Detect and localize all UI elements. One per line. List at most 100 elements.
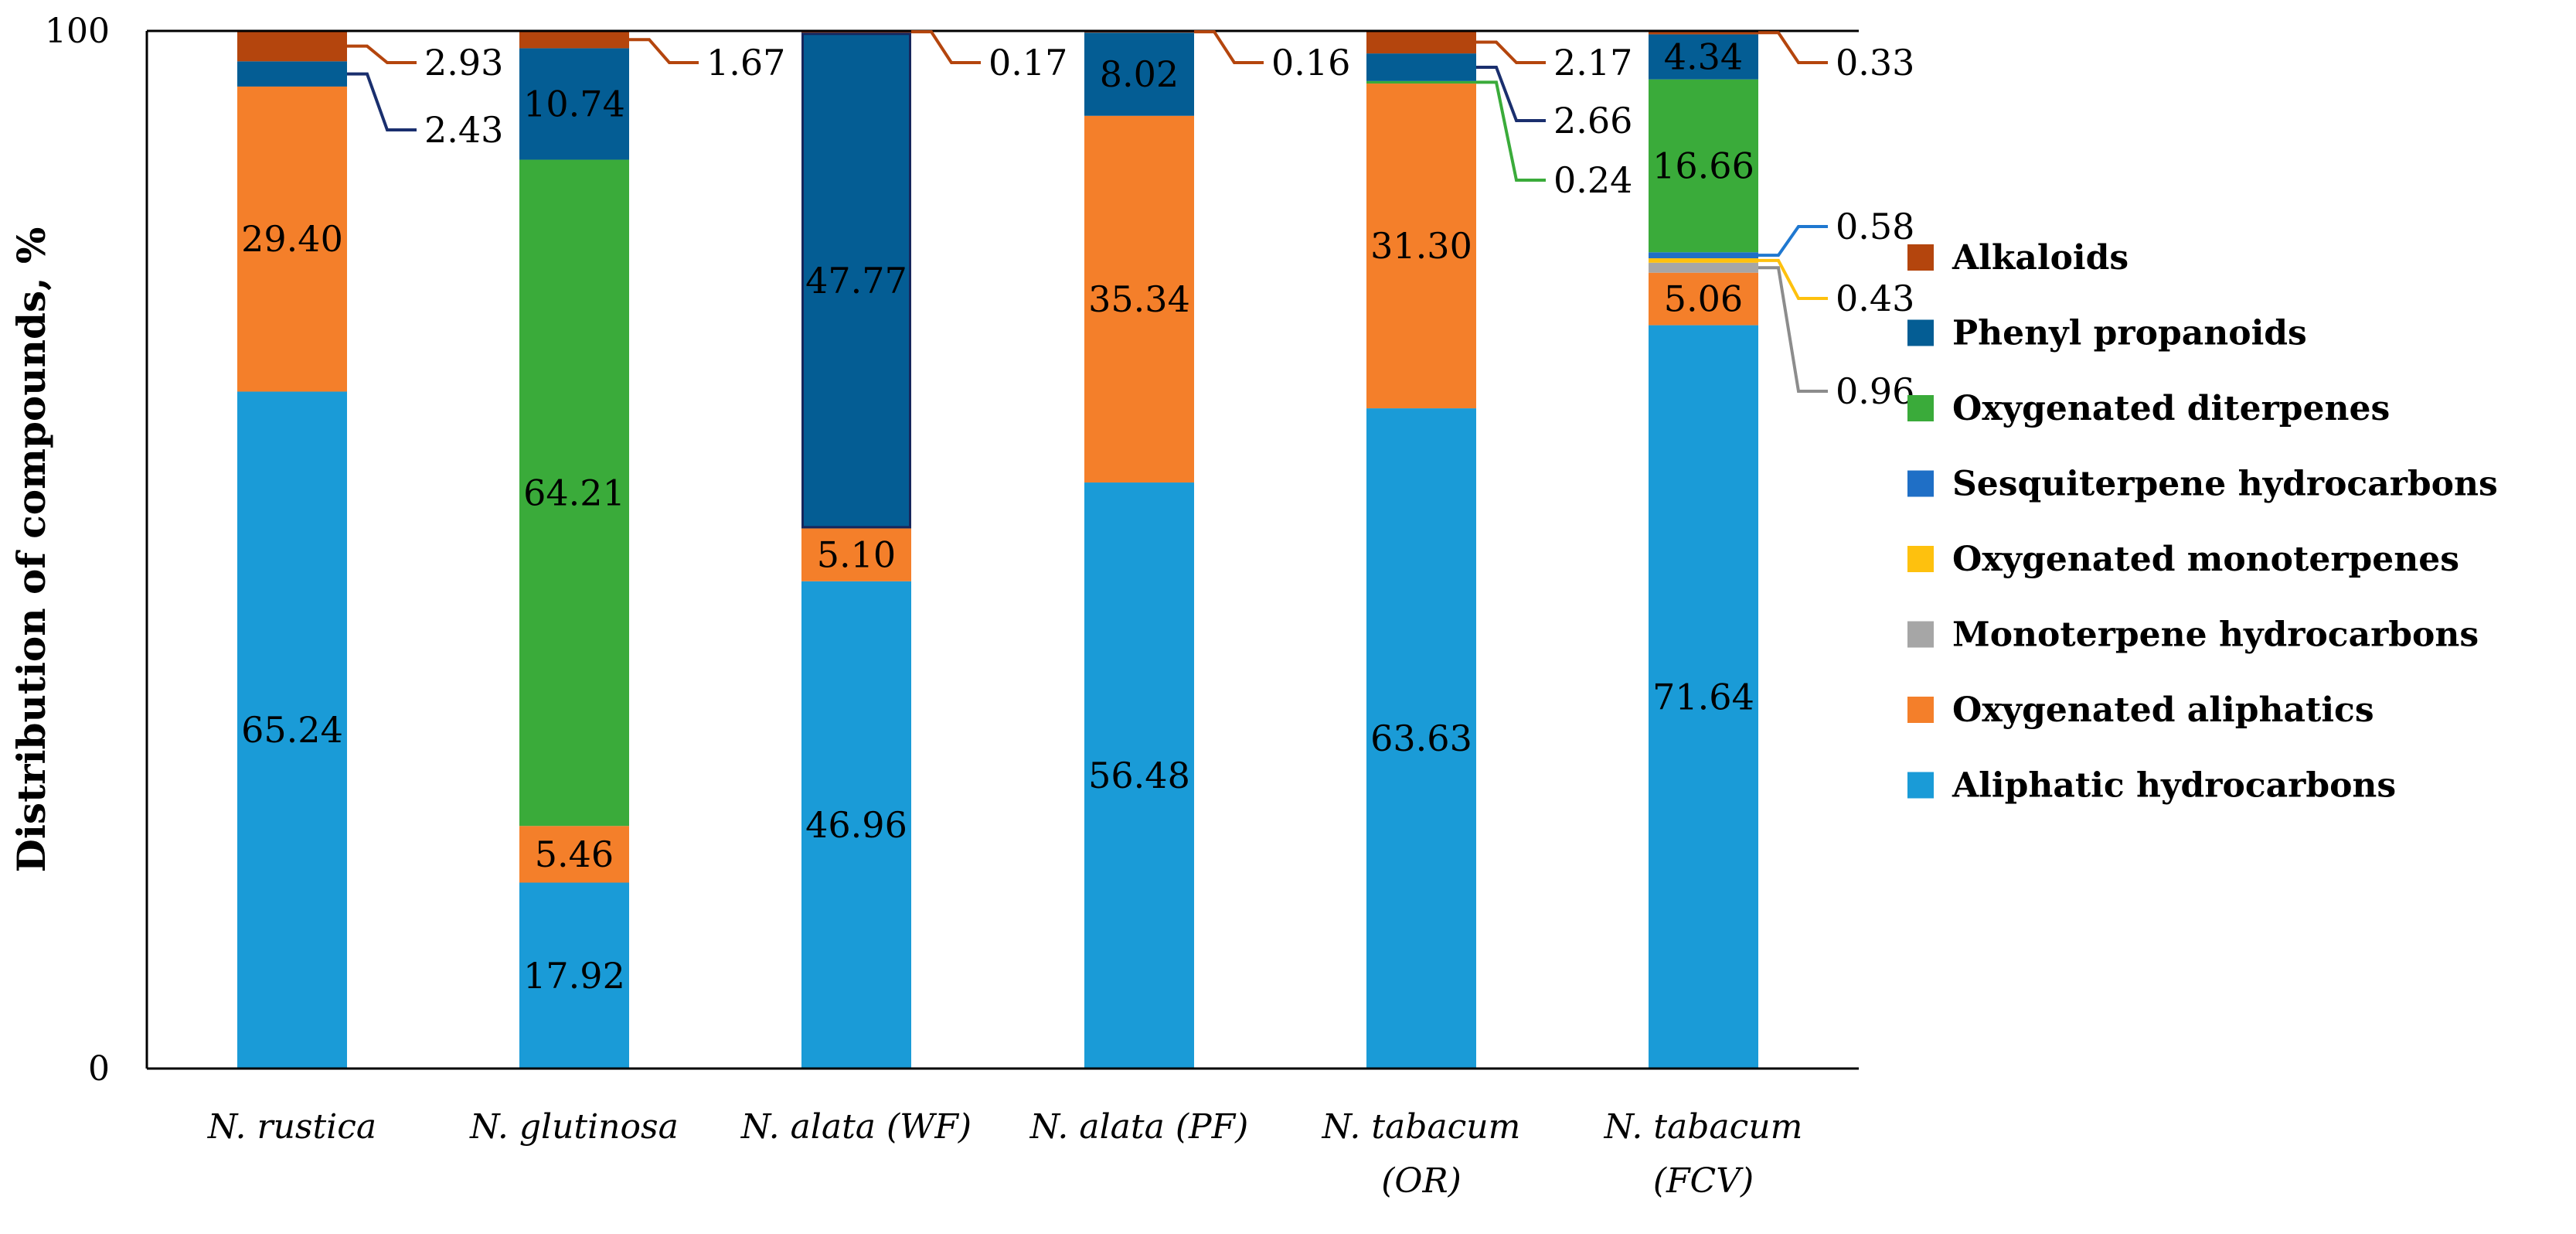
callout-label-phenyl-propanoids-5: 2.66 [1553,100,1632,141]
data-label-oxygenated-aliphatics-2: 5.46 [535,833,614,875]
x-category-label-2: N. glutinosa [469,1107,679,1147]
legend-label-monoterpene-hydrocarbons: Monoterpene hydrocarbons [1952,615,2479,655]
legend-swatch-sesquiterpene-hydrocarbons [1907,470,1934,497]
callout-label-monoterpene-hydrocarbons-6: 0.96 [1836,370,1914,412]
legend-label-oxygenated-aliphatics: Oxygenated aliphatics [1952,690,2374,730]
data-label-aliphatic-hydrocarbons-5: 63.63 [1370,718,1472,759]
bar-segment-oxygenated-diterpenes-6 [1649,79,1758,253]
bar-segment-monoterpene-hydrocarbons-6 [1649,262,1758,273]
callout-label-alkaloids-2: 1.67 [706,42,785,84]
callout-line-oxygenated-monoterpenes-6 [1758,258,1828,300]
legend-label-phenyl-propanoids: Phenyl propanoids [1952,314,2307,353]
bar-segment-phenyl-propanoids-4 [1084,32,1194,116]
legend-label-oxygenated-diterpenes: Oxygenated diterpenes [1952,389,2390,428]
bar-segment-oxygenated-diterpenes-2 [519,159,629,827]
bar-segment-oxygenated-diterpenes-5 [1366,80,1476,84]
data-label-aliphatic-hydrocarbons-3: 46.96 [805,804,907,846]
callout-line-sesquiterpene-hydrocarbons-6 [1758,225,1828,257]
callout-line-oxygenated-diterpenes-5 [1476,80,1546,182]
callout-line-phenyl-propanoids-5 [1476,65,1546,122]
legend-swatch-oxygenated-diterpenes [1907,395,1934,421]
legend-swatch-monoterpene-hydrocarbons [1907,621,1934,648]
data-label-oxygenated-aliphatics-5: 31.30 [1370,225,1472,267]
legend-swatch-alkaloids [1907,244,1934,271]
data-label-aliphatic-hydrocarbons-4: 56.48 [1088,755,1190,796]
data-label-phenyl-propanoids-3: 47.77 [805,260,907,302]
callout-line-alkaloids-6 [1758,31,1828,64]
segment-labels-layer: 65.24 29.40 17.92 5.46 64.21 10.74 46.96 5.10 47… [241,36,1754,997]
bar-segment-oxygenated-aliphatics-1 [237,86,347,392]
legend-label-oxygenated-monoterpenes: Oxygenated monoterpenes [1952,540,2459,579]
callout-label-sesquiterpene-hydrocarbons-6: 0.58 [1836,206,1914,247]
legend-label-sesquiterpene-hydrocarbons: Sesquiterpene hydrocarbons [1952,465,2498,504]
data-label-oxygenated-aliphatics-1: 29.40 [241,218,343,260]
bar-segment-oxygenated-aliphatics-3 [801,528,911,581]
legend-label-alkaloids: Alkaloids [1952,238,2129,278]
callout-line-alkaloids-2 [629,38,699,64]
callout-label-phenyl-propanoids-1: 2.43 [424,109,503,151]
bar-segment-alkaloids-1 [237,31,347,62]
bar-segment-phenyl-propanoids-3 [801,32,911,529]
x-category-label-6: N. tabacum (FCV) [1604,1107,1803,1201]
callout-line-alkaloids-4 [1194,30,1264,64]
bar-segment-aliphatic-hydrocarbons-5 [1366,408,1476,1069]
axes-layer [145,29,1859,1070]
bar-segment-aliphatic-hydrocarbons-2 [519,882,629,1069]
bar-segment-alkaloids-6 [1649,31,1758,35]
data-label-phenyl-propanoids-2: 10.74 [523,83,625,124]
callout-line-monoterpene-hydrocarbons-6 [1758,266,1828,393]
bar-segment-oxygenated-monoterpenes-6 [1649,258,1758,263]
data-label-aliphatic-hydrocarbons-6: 71.64 [1652,676,1754,718]
bar-segment-oxygenated-aliphatics-6 [1649,272,1758,326]
data-label-oxygenated-diterpenes-6: 16.66 [1652,145,1754,186]
callout-label-oxygenated-monoterpenes-6: 0.43 [1836,278,1914,319]
y-tick-label-100: 100 [45,12,110,51]
bar-segment-aliphatic-hydrocarbons-6 [1649,325,1758,1069]
y-axis-label: Distribution of compounds, % [9,227,54,873]
x-category-label-1: N. rustica [207,1107,376,1147]
x-categories-layer: N. rustica N. glutinosa N. alata (WF) N. al… [207,1107,1802,1201]
callout-line-alkaloids-5 [1476,40,1546,64]
x-category-label-3: N. alata (WF) [740,1107,972,1147]
bars-layer [237,31,1758,1069]
legend-swatch-oxygenated-aliphatics [1907,697,1934,723]
callout-label-alkaloids-6: 0.33 [1836,42,1914,84]
data-label-oxygenated-aliphatics-4: 35.34 [1088,278,1190,320]
data-label-phenyl-propanoids-6: 4.34 [1664,36,1743,78]
data-label-aliphatic-hydrocarbons-1: 65.24 [241,709,343,751]
data-label-oxygenated-aliphatics-6: 5.06 [1664,278,1743,320]
data-label-oxygenated-diterpenes-2: 64.21 [523,472,625,513]
bar-segment-oxygenated-aliphatics-4 [1084,115,1194,483]
callout-line-phenyl-propanoids-1 [347,72,417,131]
callout-label-alkaloids-4: 0.16 [1271,42,1350,84]
callout-label-alkaloids-5: 2.17 [1553,42,1632,84]
callouts-layer: 2.93 2.43 1.67 0.17 0.16 2.17 2.66 0.24 0.33 0.58… [347,30,1914,412]
callout-label-alkaloids-1: 2.93 [424,42,503,84]
callout-line-alkaloids-3 [911,30,981,64]
bar-segment-phenyl-propanoids-1 [237,61,347,87]
bar-segment-phenyl-propanoids-2 [519,48,629,160]
legend: Alkaloids Phenyl propanoids Oxygenated dit… [1907,238,2498,806]
callout-line-alkaloids-1 [347,44,417,64]
x-category-label-5: N. tabacum (OR) [1322,1107,1521,1201]
legend-swatch-oxygenated-monoterpenes [1907,546,1934,572]
bar-segment-aliphatic-hydrocarbons-1 [237,391,347,1069]
y-tick-label-0: 0 [88,1049,110,1089]
bar-segment-aliphatic-hydrocarbons-4 [1084,482,1194,1069]
bar-segment-oxygenated-aliphatics-5 [1366,84,1476,409]
x-category-label-4: N. alata (PF) [1029,1107,1249,1147]
data-label-aliphatic-hydrocarbons-2: 17.92 [523,955,625,997]
bar-segment-alkaloids-2 [519,31,629,49]
bar-segment-alkaloids-5 [1366,31,1476,54]
legend-swatch-aliphatic-hydrocarbons [1907,772,1934,799]
callout-label-alkaloids-3: 0.17 [989,42,1067,84]
bar-segment-phenyl-propanoids-5 [1366,53,1476,81]
y-ticks-layer: 0 100 [45,12,110,1089]
bar-segment-oxygenated-aliphatics-2 [519,826,629,883]
legend-label-aliphatic-hydrocarbons: Aliphatic hydrocarbons [1952,766,2396,806]
legend-swatch-phenyl-propanoids [1907,319,1934,346]
callout-label-oxygenated-diterpenes-5: 0.24 [1553,159,1632,201]
bar-outline-phenyl-propanoids-3 [801,32,911,529]
data-label-oxygenated-aliphatics-3: 5.10 [817,534,896,576]
